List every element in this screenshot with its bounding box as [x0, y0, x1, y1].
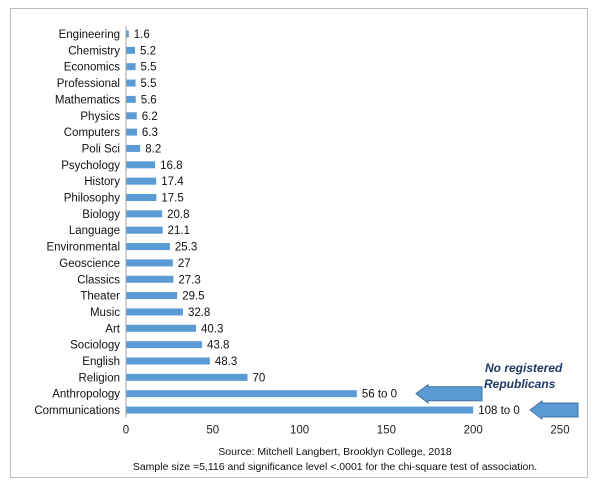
- value-label-sociology: 43.8: [207, 340, 229, 352]
- value-label-english: 48.3: [215, 356, 237, 368]
- category-label-sociology: Sociology: [70, 340, 120, 352]
- value-label-mathematics: 5.6: [141, 94, 157, 106]
- bar-environmental: [126, 243, 170, 251]
- value-label-economics: 5.5: [141, 62, 157, 74]
- bar-chemistry: [126, 46, 136, 54]
- bar-history: [126, 177, 157, 185]
- category-label-biology: Biology: [82, 209, 120, 221]
- bar-economics: [126, 63, 136, 71]
- x-tick-label-50: 50: [206, 425, 219, 437]
- bar-classics: [126, 275, 174, 283]
- value-label-theater: 29.5: [182, 291, 204, 303]
- bar-language: [126, 226, 163, 234]
- arrow-communications-icon: [529, 400, 579, 421]
- bar-engineering: [126, 30, 129, 38]
- annotation-line-2: Republicans: [484, 377, 556, 391]
- bar-sociology: [126, 341, 203, 349]
- source-line-1: Source: Mitchell Langbert, Brooklyn Coll…: [218, 446, 452, 458]
- category-label-history: History: [84, 176, 120, 188]
- category-label-classics: Classics: [77, 274, 120, 286]
- value-label-language: 21.1: [168, 225, 190, 237]
- category-label-psychology: Psychology: [61, 160, 120, 172]
- category-label-theater: Theater: [80, 291, 120, 303]
- bar-art: [126, 324, 196, 332]
- category-label-english: English: [82, 356, 120, 368]
- bar-biology: [126, 210, 163, 218]
- value-label-communications: 108 to 0: [478, 405, 520, 417]
- category-label-professional: Professional: [57, 78, 120, 90]
- category-label-music: Music: [90, 307, 120, 319]
- x-tick-label-100: 100: [290, 425, 309, 437]
- category-label-computers: Computers: [64, 127, 120, 139]
- bar-poli-sci: [126, 144, 141, 152]
- bar-philosophy: [126, 194, 157, 201]
- value-label-geoscience: 27: [178, 258, 191, 270]
- bar-computers: [126, 128, 137, 136]
- category-label-mathematics: Mathematics: [55, 94, 120, 106]
- category-label-physics: Physics: [80, 111, 120, 123]
- x-tick-label-150: 150: [377, 425, 396, 437]
- category-label-economics: Economics: [64, 62, 120, 74]
- value-label-professional: 5.5: [141, 78, 157, 90]
- bar-professional: [126, 79, 136, 87]
- annotation: No registered Republicans: [415, 361, 579, 421]
- bars: [126, 30, 474, 414]
- value-label-physics: 6.2: [142, 111, 158, 123]
- bar-music: [126, 308, 183, 316]
- bar-anthropology: [126, 390, 357, 398]
- x-tick-label-0: 0: [123, 425, 129, 437]
- category-label-art: Art: [105, 323, 121, 335]
- category-label-religion: Religion: [78, 372, 120, 384]
- value-label-chemistry: 5.2: [140, 45, 156, 57]
- value-label-biology: 20.8: [167, 209, 189, 221]
- value-label-philosophy: 17.5: [161, 193, 183, 205]
- category-label-environmental: Environmental: [46, 242, 120, 254]
- value-label-poli-sci: 8.2: [145, 143, 161, 155]
- category-label-poli-sci: Poli Sci: [82, 143, 120, 155]
- value-label-environmental: 25.3: [175, 242, 197, 254]
- value-label-computers: 6.3: [142, 127, 158, 139]
- value-label-history: 17.4: [161, 176, 184, 188]
- bar-communications: [126, 406, 474, 414]
- category-label-anthropology: Anthropology: [52, 389, 120, 401]
- category-labels: Engineering Chemistry Economics Professiona…: [34, 29, 120, 417]
- bar-geoscience: [126, 259, 173, 267]
- bar-theater: [126, 292, 178, 300]
- source-line-2: Sample size =5,116 and significance leve…: [133, 461, 537, 473]
- value-label-art: 40.3: [201, 323, 223, 335]
- value-label-religion: 70: [253, 372, 266, 384]
- chart-frame: [10, 8, 588, 478]
- category-label-communications: Communications: [34, 405, 120, 417]
- category-label-language: Language: [69, 225, 120, 237]
- bar-psychology: [126, 161, 156, 169]
- category-label-geoscience: Geoscience: [59, 258, 120, 270]
- bar-physics: [126, 112, 137, 120]
- value-label-psychology: 16.8: [160, 160, 182, 172]
- category-label-engineering: Engineering: [59, 29, 120, 41]
- value-label-music: 32.8: [188, 307, 210, 319]
- annotation-line-1: No registered: [485, 361, 563, 375]
- bar-religion: [126, 373, 248, 381]
- x-tick-label-250: 250: [550, 425, 569, 437]
- value-labels: 1.6 5.2 5.5 5.5 5.6 6.2 6.3 8.2 16.8 17.4 17.5 20.8…: [134, 29, 520, 417]
- bar-english: [126, 357, 210, 365]
- value-label-engineering: 1.6: [134, 29, 150, 41]
- value-label-anthropology: 56 to 0: [362, 389, 397, 401]
- bar-mathematics: [126, 95, 136, 103]
- category-label-chemistry: Chemistry: [68, 45, 120, 57]
- x-tick-label-200: 200: [464, 425, 483, 437]
- value-label-classics: 27.3: [178, 274, 200, 286]
- category-label-philosophy: Philosophy: [64, 193, 121, 205]
- arrow-anthropology-icon: [415, 383, 483, 404]
- x-axis: 0 50 100 150 200 250: [123, 26, 570, 437]
